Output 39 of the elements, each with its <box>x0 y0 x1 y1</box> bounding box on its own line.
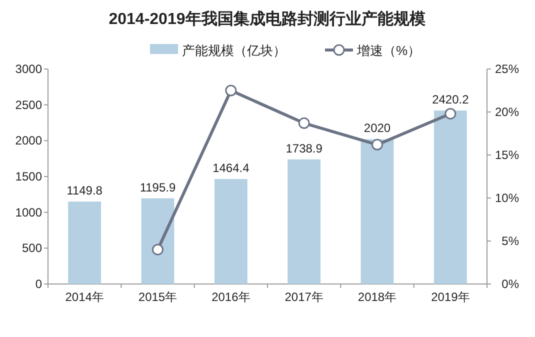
y2-tick-label: 25% <box>494 62 520 76</box>
bar <box>360 139 394 284</box>
y-tick-label: 3000 <box>15 62 42 76</box>
point <box>298 117 310 129</box>
y2-tick-label: 10% <box>494 191 520 205</box>
x-tick-label: 2019年 <box>431 290 470 304</box>
chart-title: 2014-2019年我国集成电路封测行业产能规模 <box>108 10 426 28</box>
data-label: 2020 <box>364 121 391 136</box>
y-tick-label: 2500 <box>15 98 42 112</box>
y-tick-label: 0 <box>35 277 42 291</box>
y-tick-label: 2000 <box>15 134 42 148</box>
data-label: 1149.8 <box>66 184 103 198</box>
point <box>372 138 383 150</box>
point <box>444 108 456 120</box>
data-label: 1738.9 <box>286 141 323 156</box>
data-label: 2420.2 <box>432 92 470 107</box>
point <box>152 244 164 256</box>
bar <box>68 202 102 284</box>
bar <box>434 110 467 284</box>
bar <box>288 159 321 284</box>
bar <box>214 179 248 284</box>
legend-label: 增速（%） <box>356 43 421 58</box>
data-label: 1464.4 <box>212 161 250 176</box>
y2-tick-label: 20% <box>494 105 520 119</box>
y2-tick-label: 5% <box>502 234 520 248</box>
data-label: 1195.9 <box>140 180 176 194</box>
y-tick-label: 500 <box>22 241 42 256</box>
legend-label: 产能规模（亿块） <box>182 43 286 58</box>
y2-tick-label: 0% <box>502 277 520 291</box>
point <box>225 84 237 96</box>
x-tick-label: 2018年 <box>358 290 397 304</box>
bar <box>141 198 174 284</box>
x-tick-label: 2015年 <box>138 290 178 304</box>
x-tick-label: 2017年 <box>284 290 324 304</box>
x-tick-label: 2016年 <box>212 290 250 304</box>
y-tick-label: 1500 <box>15 170 42 184</box>
y-tick-label: 1000 <box>15 205 42 220</box>
y2-tick-label: 15% <box>494 148 520 162</box>
x-tick-label: 2014年 <box>65 290 104 304</box>
